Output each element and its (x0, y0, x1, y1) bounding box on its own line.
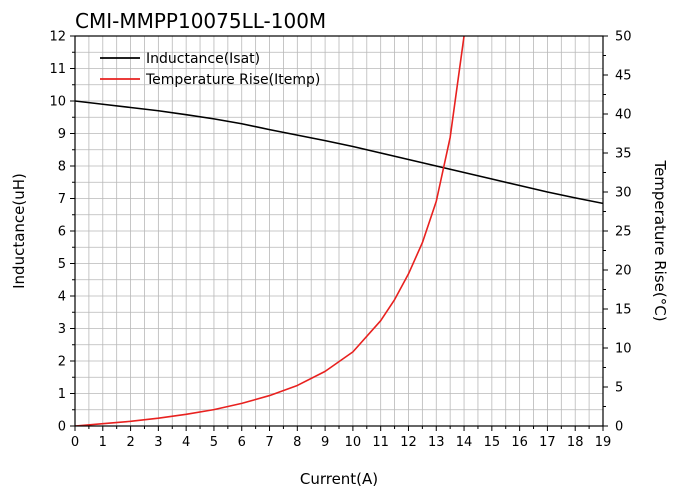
y-tick-label: 12 (49, 30, 66, 45)
y-tick-label: 7 (58, 192, 66, 207)
y-tick-label: 2 (58, 355, 66, 370)
y2-tick-label: 15 (615, 303, 632, 318)
x-tick-label: 15 (484, 435, 501, 450)
x-tick-label: 8 (293, 435, 301, 450)
x-tick-label: 4 (182, 435, 190, 450)
y2-tick-label: 35 (615, 147, 632, 162)
x-tick-label: 19 (595, 435, 612, 450)
x-tick-label: 7 (265, 435, 273, 450)
x-tick-label: 1 (99, 435, 107, 450)
y2-tick-label: 0 (615, 420, 623, 435)
y-tick-label: 10 (49, 95, 66, 110)
y2-tick-label: 40 (615, 108, 632, 123)
x-tick-label: 5 (210, 435, 218, 450)
x-tick-label: 6 (238, 435, 246, 450)
y2-tick-label: 25 (615, 225, 632, 240)
x-tick-label: 2 (126, 435, 134, 450)
y2-tick-label: 30 (615, 186, 632, 201)
x-tick-label: 0 (71, 435, 79, 450)
y-tick-label: 11 (49, 62, 66, 77)
y2-tick-label: 50 (615, 30, 632, 45)
y-tick-label: 6 (58, 225, 66, 240)
x-tick-label: 12 (400, 435, 417, 450)
legend: Inductance(Isat) Temperature Rise(Itemp) (100, 51, 320, 88)
x-tick-label: 10 (345, 435, 362, 450)
y-tick-label: 9 (58, 127, 66, 142)
x-tick-label: 3 (154, 435, 162, 450)
y-tick-label: 8 (58, 160, 66, 175)
y-tick-label: 1 (58, 387, 66, 402)
y2-tick-label: 5 (615, 381, 623, 396)
x-tick-label: 14 (456, 435, 473, 450)
x-tick-label: 18 (567, 435, 584, 450)
x-tick-label: 16 (511, 435, 528, 450)
y-tick-label: 3 (58, 322, 66, 337)
y-axis-title: Inductance(uH) (10, 173, 28, 289)
x-axis-title: Current(A) (300, 470, 378, 488)
x-tick-label: 9 (321, 435, 329, 450)
y-tick-label: 4 (58, 290, 66, 305)
y2-tick-label: 10 (615, 342, 632, 357)
y2-tick-label: 45 (615, 69, 632, 84)
legend-label: Temperature Rise(Itemp) (145, 72, 320, 88)
legend-label: Inductance(Isat) (146, 51, 260, 67)
x-tick-label: 13 (428, 435, 445, 450)
axis-ticks: 0 1 2 3 4 5 6 7 8 9 10 11 12 13 14 15 16 17 18 190123456789… (49, 30, 631, 451)
x-tick-label: 11 (372, 435, 389, 450)
y-tick-label: 0 (58, 420, 66, 435)
grid-lines (75, 36, 603, 426)
y-tick-label: 5 (58, 257, 66, 272)
chart-title: CMI-MMPP10075LL-100M (75, 9, 326, 33)
x-tick-label: 17 (539, 435, 556, 450)
y2-tick-label: 20 (615, 264, 632, 279)
y2-axis-title: Temperature Rise(°C) (651, 159, 669, 321)
